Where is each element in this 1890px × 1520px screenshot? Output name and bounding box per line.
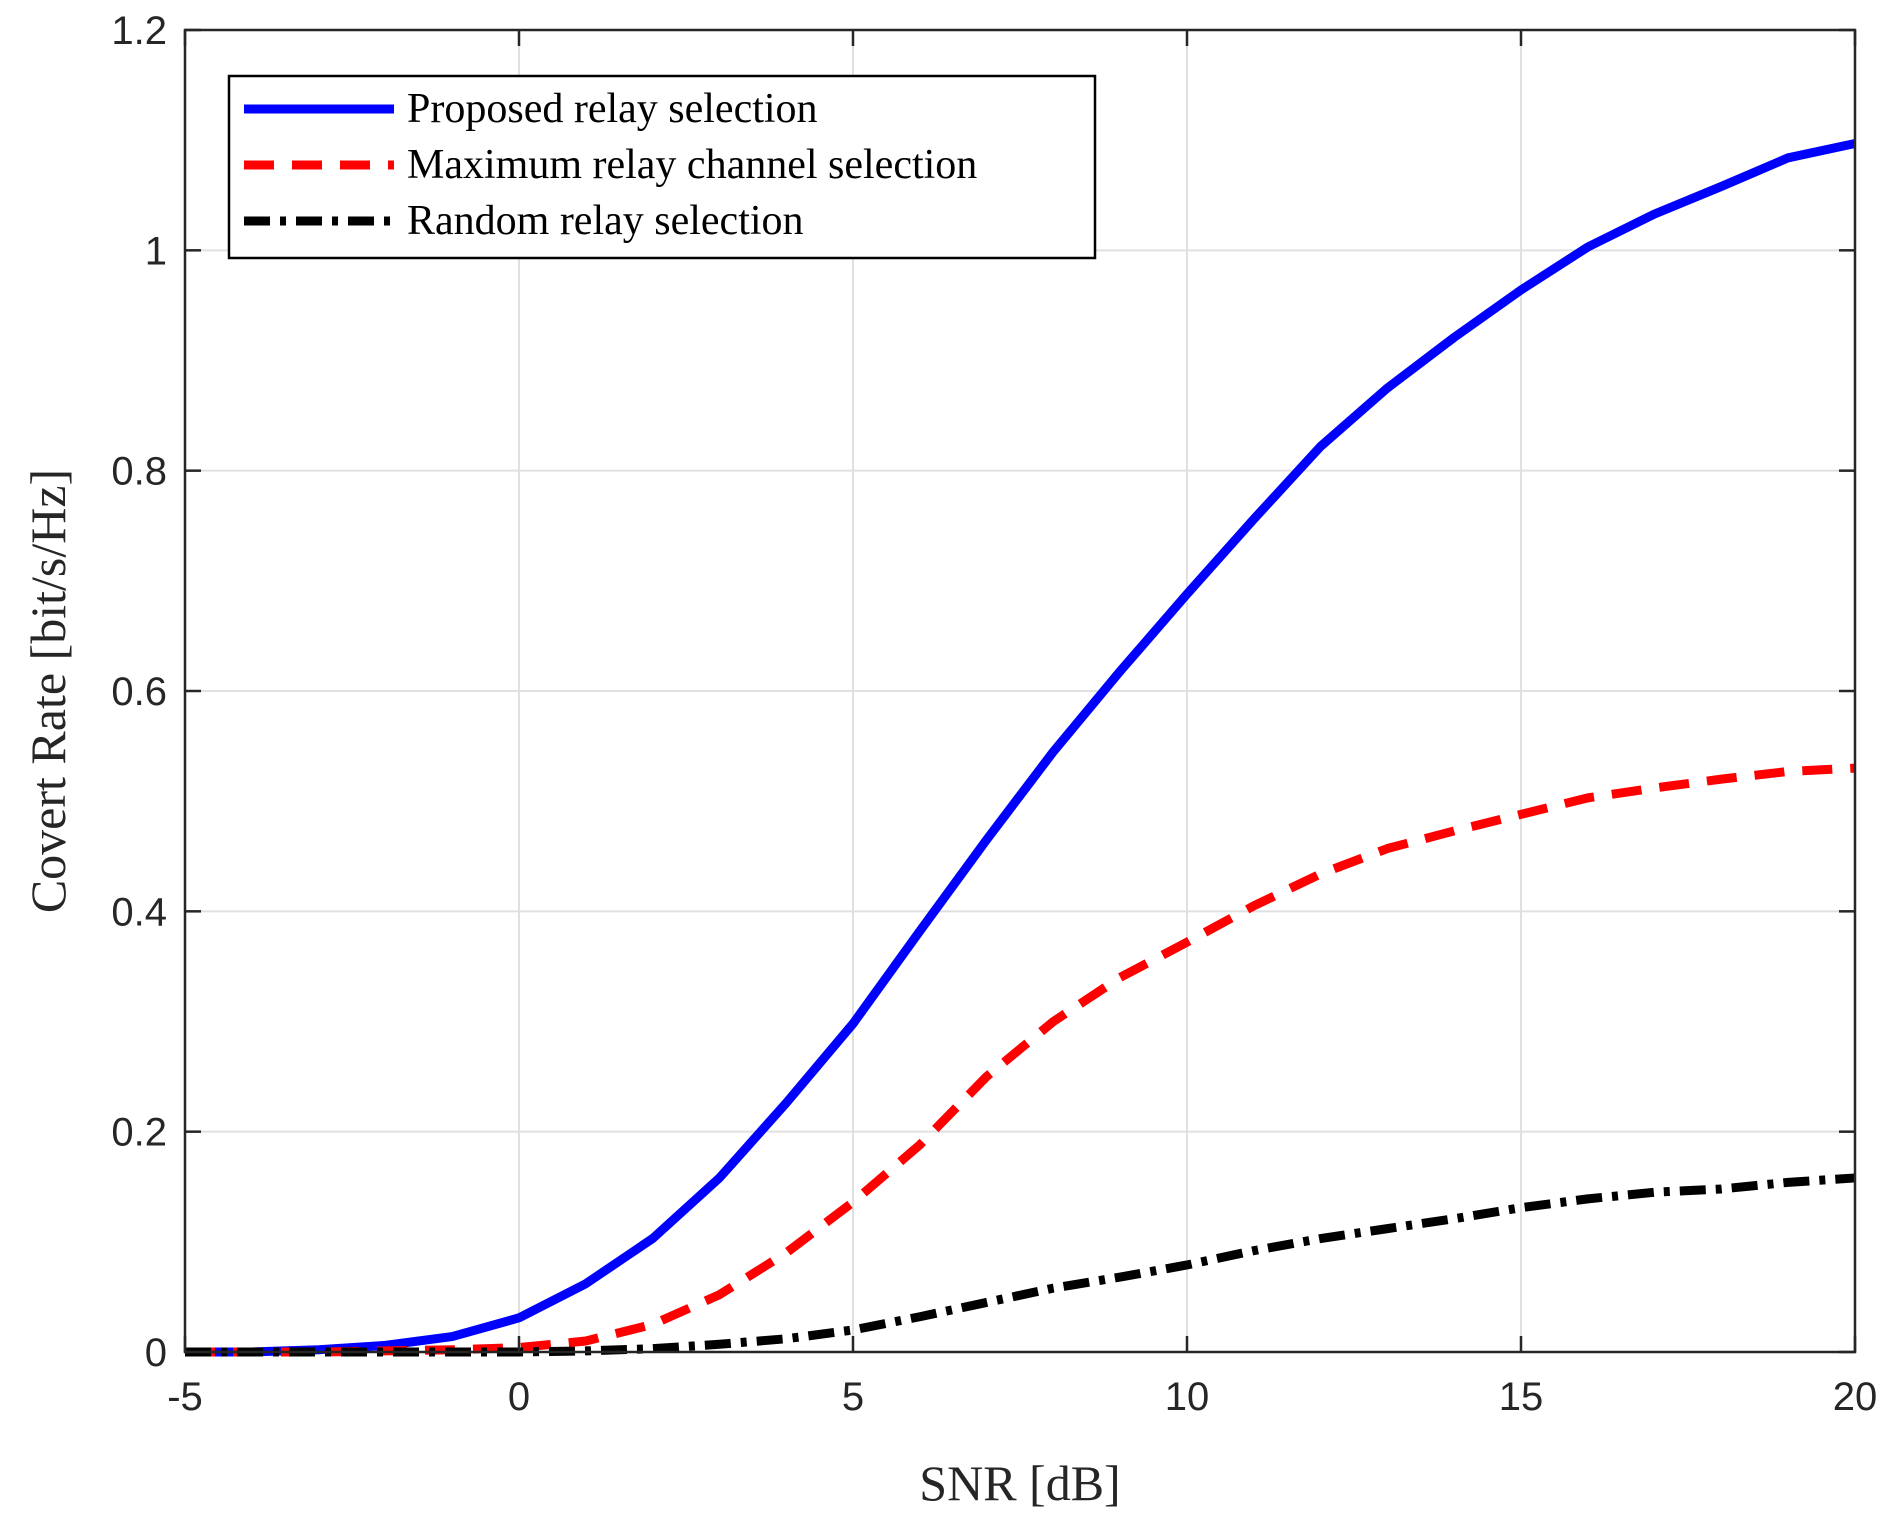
y-tick-label: 0.2 bbox=[111, 1111, 167, 1155]
x-tick-label: -5 bbox=[167, 1375, 203, 1419]
y-tick-label: 1.2 bbox=[111, 9, 167, 53]
x-axis-title: SNR [dB] bbox=[919, 1455, 1120, 1511]
x-tick-label: 15 bbox=[1499, 1375, 1544, 1419]
x-tick-label: 20 bbox=[1833, 1375, 1878, 1419]
x-tick-label: 5 bbox=[842, 1375, 864, 1419]
ticks bbox=[183, 28, 1857, 1354]
x-tick-label: 10 bbox=[1165, 1375, 1210, 1419]
series-line-1 bbox=[185, 139, 1856, 1357]
legend-label-proposed: Proposed relay selection bbox=[407, 86, 818, 132]
series-line-2 bbox=[185, 763, 1856, 1357]
y-tick-label: 0.6 bbox=[111, 670, 167, 714]
y-tick-label: 0.4 bbox=[111, 890, 167, 934]
x-tick-label: 0 bbox=[508, 1375, 530, 1419]
y-axis-title: Covert Rate [bit/s/Hz] bbox=[20, 469, 76, 913]
legend-label-maximum: Maximum relay channel selection bbox=[407, 142, 977, 188]
y-tick-label: 0.8 bbox=[111, 450, 167, 494]
y-tick-label: 0 bbox=[145, 1331, 167, 1375]
legend-label-random: Random relay selection bbox=[407, 198, 804, 244]
y-tick-label: 1 bbox=[145, 229, 167, 273]
legend: Proposed relay selection Maximum relay c… bbox=[227, 74, 1097, 260]
